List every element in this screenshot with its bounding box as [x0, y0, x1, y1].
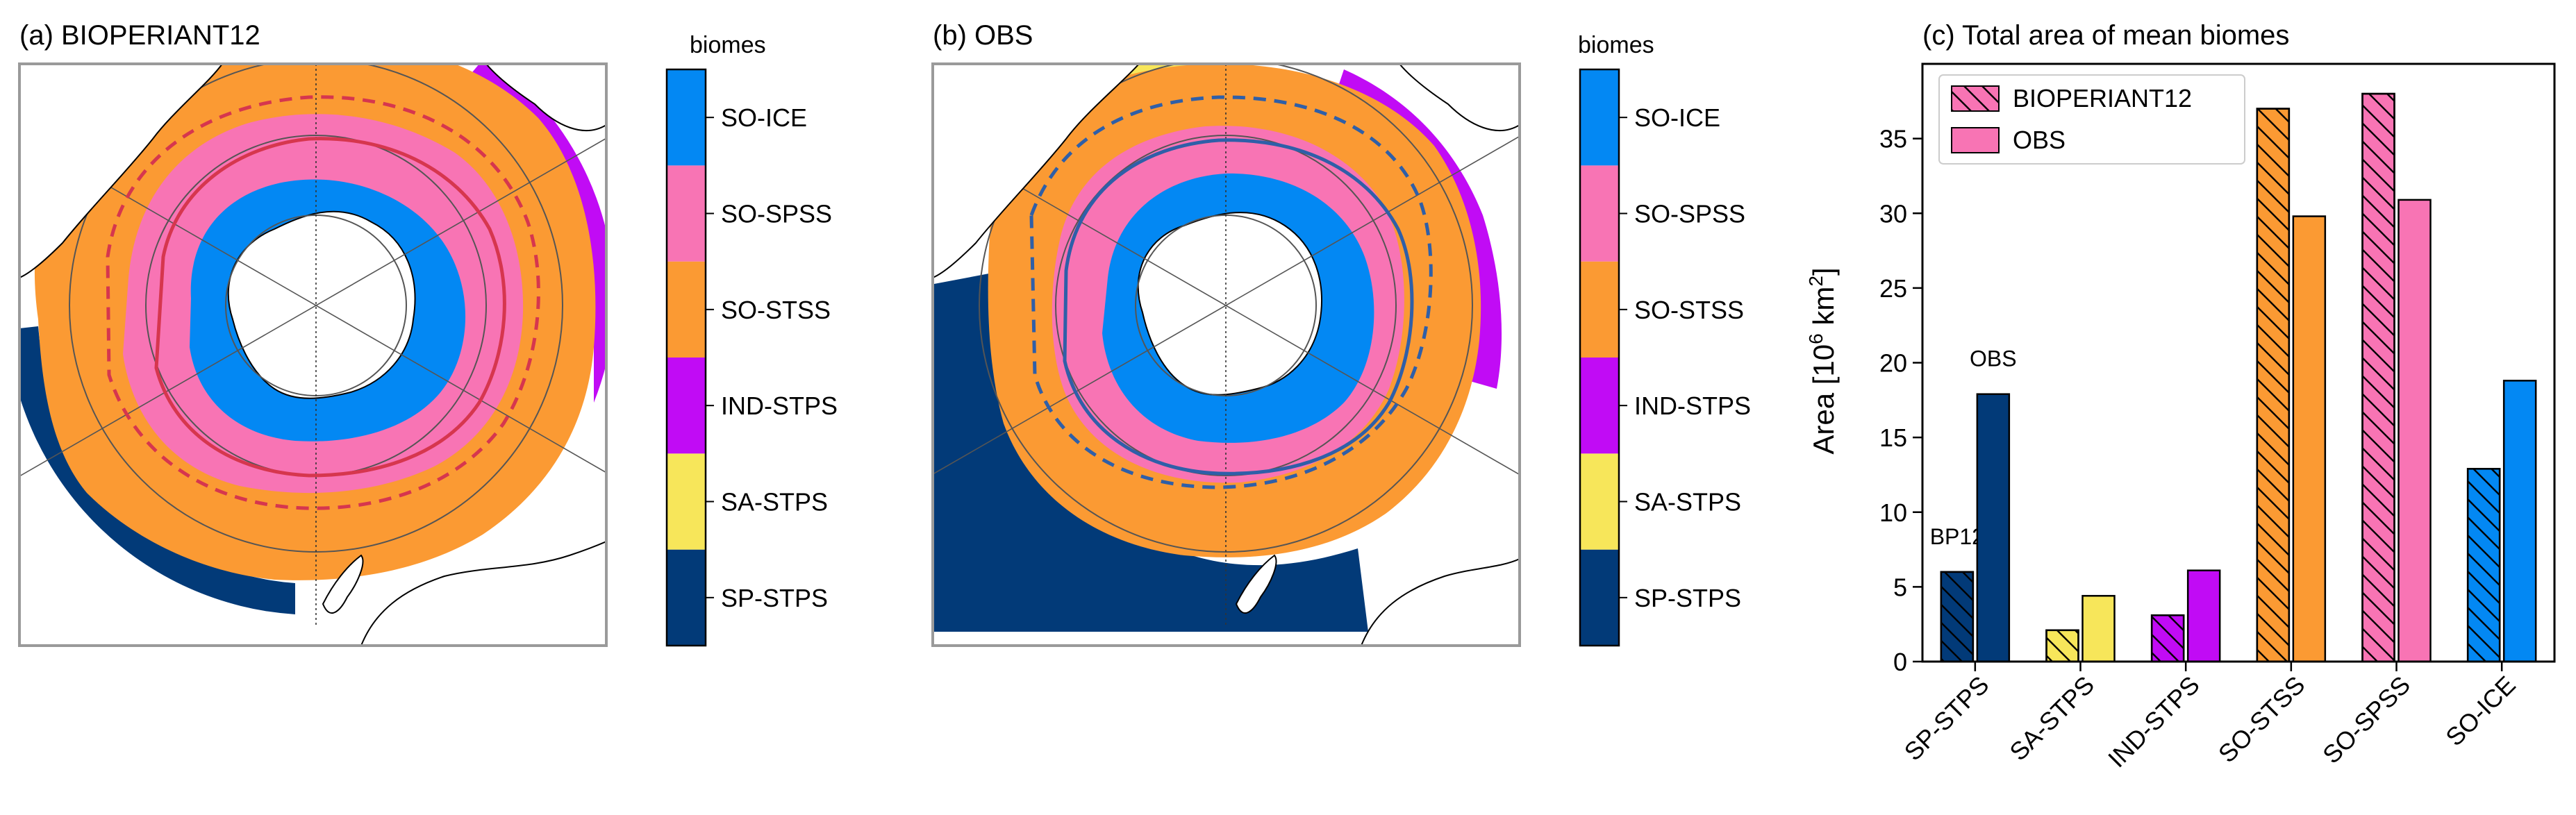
- x-tick-label-so-ice: SO-ICE: [2440, 671, 2521, 752]
- bar-so-spss-obs: [2398, 199, 2432, 663]
- map-b-south-america: [933, 64, 1140, 279]
- annotation-bp12: BP12: [1930, 524, 1984, 549]
- map-panel-a: (a) BIOPERIANT12: [18, 20, 608, 647]
- bar-hatch-so-stss: [2256, 108, 2291, 663]
- y-tick-label: 15: [1879, 423, 1907, 452]
- annotation-obs: OBS: [1970, 346, 2017, 371]
- colorbar-b-label-sp-stps: SP-STPS: [1634, 584, 1741, 612]
- map-b-biome-fill: [933, 64, 1520, 632]
- colorbar-a-label-ind-stps: IND-STPS: [721, 392, 838, 420]
- colorbar-a-segment-sa-stps: [667, 453, 706, 550]
- y-tick-label: 30: [1879, 199, 1907, 228]
- colorbar-b-label-so-ice: SO-ICE: [1634, 103, 1720, 132]
- colorbar-b-label-so-stss: SO-STSS: [1634, 296, 1744, 324]
- legend-swatch-obs: [1951, 127, 2000, 153]
- map-a-title: (a) BIOPERIANT12: [19, 20, 260, 51]
- colorbar-b-segment-so-spss: [1580, 165, 1619, 262]
- map-a-nz: [322, 554, 364, 614]
- x-tick-label-sp-stps: SP-STPS: [1899, 671, 1995, 766]
- colorbar-b: biomes SP-STPS SA-STPS IND-STPS SO-STSS SO-S…: [1578, 32, 1751, 647]
- y-tick-label: 25: [1879, 274, 1907, 303]
- colorbar-a-segment-so-stss: [667, 261, 706, 358]
- map-a-front-solid: [154, 137, 506, 478]
- map-a-south-america: [19, 64, 224, 279]
- map-a-ind-stps: [469, 64, 606, 403]
- legend-label-obs: OBS: [2013, 126, 2066, 154]
- x-tick-label-so-stss: SO-STSS: [2213, 671, 2311, 768]
- map-a-front-dashed: [106, 95, 540, 510]
- bar-so-ice-obs: [2502, 380, 2537, 663]
- colorbar-a-segment-sp-stps: [667, 549, 706, 646]
- colorbar-b-segment-so-stss: [1580, 261, 1619, 358]
- colorbar-b-title: biomes: [1578, 32, 1654, 58]
- y-tick-label: 35: [1879, 125, 1907, 153]
- y-tick-label: 5: [1893, 573, 1907, 601]
- colorbar-b-segment-sa-stps: [1580, 453, 1619, 550]
- map-b-africa: [1398, 64, 1520, 131]
- bar-hatch-so-spss: [2361, 92, 2395, 663]
- colorbar-a-title: biomes: [690, 32, 766, 58]
- colorbar-a: biomes SP-STPS SA-STPS IND-STPS SO-STSS SO-S…: [665, 32, 838, 647]
- bar-hatch-sp-stps: [1940, 571, 1975, 663]
- map-b-front-solid: [1063, 138, 1414, 476]
- colorbar-a-label-so-stss: SO-STSS: [721, 296, 831, 324]
- bar-hatch-ind-stps: [2150, 614, 2185, 663]
- bar-chart: (c) Total area of mean biomes Area [106 …: [1805, 20, 2556, 773]
- chart-title: (c) Total area of mean biomes: [1922, 20, 2289, 51]
- colorbar-a-segment-so-ice: [667, 69, 706, 166]
- bar-sp-stps-obs: [1976, 393, 2011, 663]
- legend-label-bioperiant12: BIOPERIANT12: [2013, 84, 2192, 112]
- colorbar-b-label-so-spss: SO-SPSS: [1634, 200, 1745, 228]
- colorbar-a-segment-so-spss: [667, 165, 706, 262]
- map-panel-b: (b) OBS: [931, 20, 1521, 647]
- chart-ylabel: Area [106 km2]: [1805, 267, 1840, 454]
- chart-axes-frame: [1921, 62, 2556, 663]
- map-b-australia: [1360, 557, 1520, 646]
- map-a-australia: [360, 540, 606, 646]
- map-b-title: (b) OBS: [933, 20, 1033, 51]
- colorbar-a-label-sa-stps: SA-STPS: [721, 488, 828, 516]
- legend-box: [1938, 74, 2245, 165]
- colorbar-b-segment-ind-stps: [1580, 358, 1619, 454]
- colorbar-a-label-sp-stps: SP-STPS: [721, 584, 828, 612]
- map-a-biome-fill: [19, 64, 606, 625]
- colorbar-b-label-ind-stps: IND-STPS: [1634, 392, 1751, 420]
- colorbar-b-frame: [1579, 68, 1620, 647]
- colorbar-b-segment-so-ice: [1580, 69, 1619, 166]
- map-a-antarctica: [227, 210, 416, 399]
- y-tick-label: 10: [1879, 498, 1907, 527]
- colorbar-a-label-so-ice: SO-ICE: [721, 103, 807, 132]
- x-tick-label-sa-stps: SA-STPS: [2004, 671, 2100, 766]
- bar-hatch-sa-stps: [2045, 629, 2079, 663]
- colorbar-a-frame: [665, 68, 707, 647]
- bar-hatch-so-ice: [2466, 468, 2501, 663]
- colorbar-a-segment-ind-stps: [667, 358, 706, 454]
- map-b-nz: [1235, 554, 1277, 614]
- x-tick-label-so-spss: SO-SPSS: [2317, 671, 2416, 769]
- bar-so-stss-obs: [2292, 215, 2327, 663]
- colorbar-b-label-sa-stps: SA-STPS: [1634, 488, 1741, 516]
- map-b-sp-stps: [933, 271, 1368, 632]
- legend-swatch-bioperiant12-hatch: [1951, 85, 2000, 112]
- bar-ind-stps-obs: [2186, 569, 2221, 663]
- x-tick-label-ind-stps: IND-STPS: [2102, 671, 2205, 773]
- chart-legend: BIOPERIANT12 OBS: [1938, 74, 2245, 165]
- colorbar-a-label-so-spss: SO-SPSS: [721, 200, 832, 228]
- y-tick-label: 20: [1879, 349, 1907, 378]
- map-b-front-dashed: [1029, 95, 1433, 489]
- bar-sa-stps-obs: [2081, 595, 2116, 663]
- y-tick-label: 0: [1893, 648, 1907, 676]
- colorbar-b-segment-sp-stps: [1580, 549, 1619, 646]
- map-a-africa: [485, 64, 606, 131]
